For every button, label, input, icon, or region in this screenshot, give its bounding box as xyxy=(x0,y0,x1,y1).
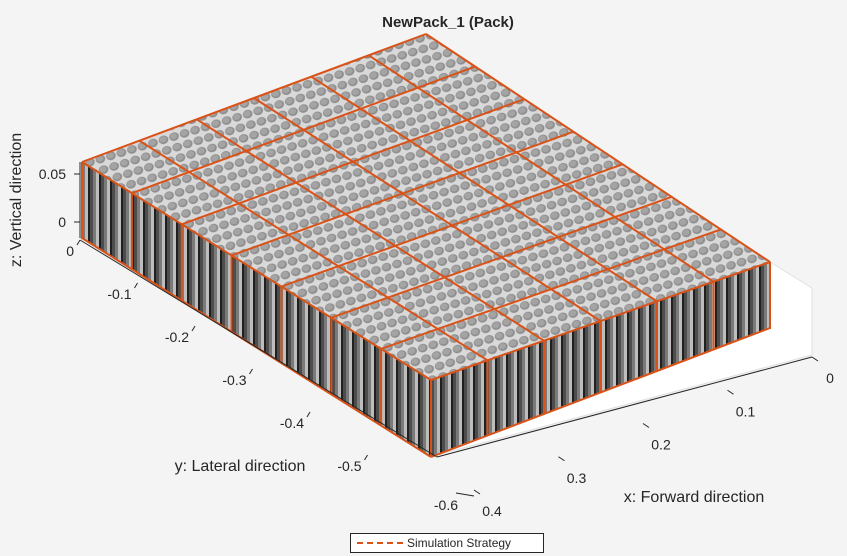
pack-back-edge xyxy=(425,33,771,263)
x-tick-label-1: 0.1 xyxy=(736,403,756,419)
z-axis-label: z: Vertical direction xyxy=(8,133,25,267)
x-tick-label-3: 0.3 xyxy=(567,470,587,486)
axis-box-line-floor xyxy=(436,354,813,456)
z-axis: 0 0.05 z: Vertical direction xyxy=(8,133,81,267)
y-tick-label-3: -0.3 xyxy=(222,372,246,388)
y-tick-4 xyxy=(306,411,311,418)
module-gridline-forward-0 xyxy=(81,161,432,381)
chart-title: NewPack_1 (Pack) xyxy=(382,14,514,31)
x-tick-label-4: 0.4 xyxy=(482,503,502,519)
x-tick-2 xyxy=(642,423,650,428)
legend[interactable]: Simulation Strategy xyxy=(350,533,544,553)
y-tick-label-4: -0.4 xyxy=(280,415,304,431)
x-tick-1 xyxy=(727,389,734,395)
y-tick-2 xyxy=(191,325,196,332)
module-gridline-forward-4 xyxy=(310,75,658,303)
y-ticks: 0 -0.1 -0.2 -0.3 -0.4 -0.5 -0.6 xyxy=(66,239,475,513)
z-tick-label-0: 0 xyxy=(58,214,66,230)
x-axis-line xyxy=(436,356,813,458)
module-gridline-forward-5 xyxy=(368,54,715,283)
module-gridline-forward-1 xyxy=(138,139,489,362)
y-tick-5 xyxy=(364,454,368,461)
pack-left-face xyxy=(82,162,431,457)
y-tick-label-1: -0.1 xyxy=(107,286,131,302)
pack-top-face xyxy=(82,34,770,380)
x-tick-4 xyxy=(473,489,481,495)
legend-label: Simulation Strategy xyxy=(407,536,512,550)
y-axis-label: y: Lateral direction xyxy=(175,458,306,475)
y-tick-1 xyxy=(134,282,138,289)
y-tick-6 xyxy=(455,492,475,497)
y-axis: 0 -0.1 -0.2 -0.3 -0.4 -0.5 -0.6 y: Lateral dir… xyxy=(66,239,475,513)
module-grid xyxy=(81,33,771,458)
x-axis: 0 0.1 0.2 0.3 0.4 x: Forward direction xyxy=(436,356,834,519)
x-tick-label-2: 0.2 xyxy=(651,437,671,453)
y-tick-3 xyxy=(249,368,253,375)
z-tick-label-1: 0.05 xyxy=(39,166,66,182)
x-tick-3 xyxy=(558,456,565,462)
module-gridline-forward-2 xyxy=(196,118,545,342)
x-ticks: 0 0.1 0.2 0.3 0.4 xyxy=(473,356,834,519)
legend-swatch-dashed xyxy=(357,542,403,544)
y-tick-0 xyxy=(76,239,81,246)
module-gridline-forward-3 xyxy=(253,97,602,322)
x-tick-0 xyxy=(811,356,819,362)
x-tick-label-0: 0 xyxy=(826,370,834,386)
module-edge-bottom-front xyxy=(430,327,771,458)
x-axis-label: x: Forward direction xyxy=(624,489,765,506)
y-tick-label-2: -0.2 xyxy=(165,329,189,345)
y-tick-label-0: 0 xyxy=(66,243,74,259)
y-tick-label-5: -0.5 xyxy=(337,458,361,474)
y-axis-line xyxy=(79,239,438,458)
axis-box-line-right xyxy=(769,261,813,289)
y-tick-label-6: -0.6 xyxy=(434,497,458,513)
